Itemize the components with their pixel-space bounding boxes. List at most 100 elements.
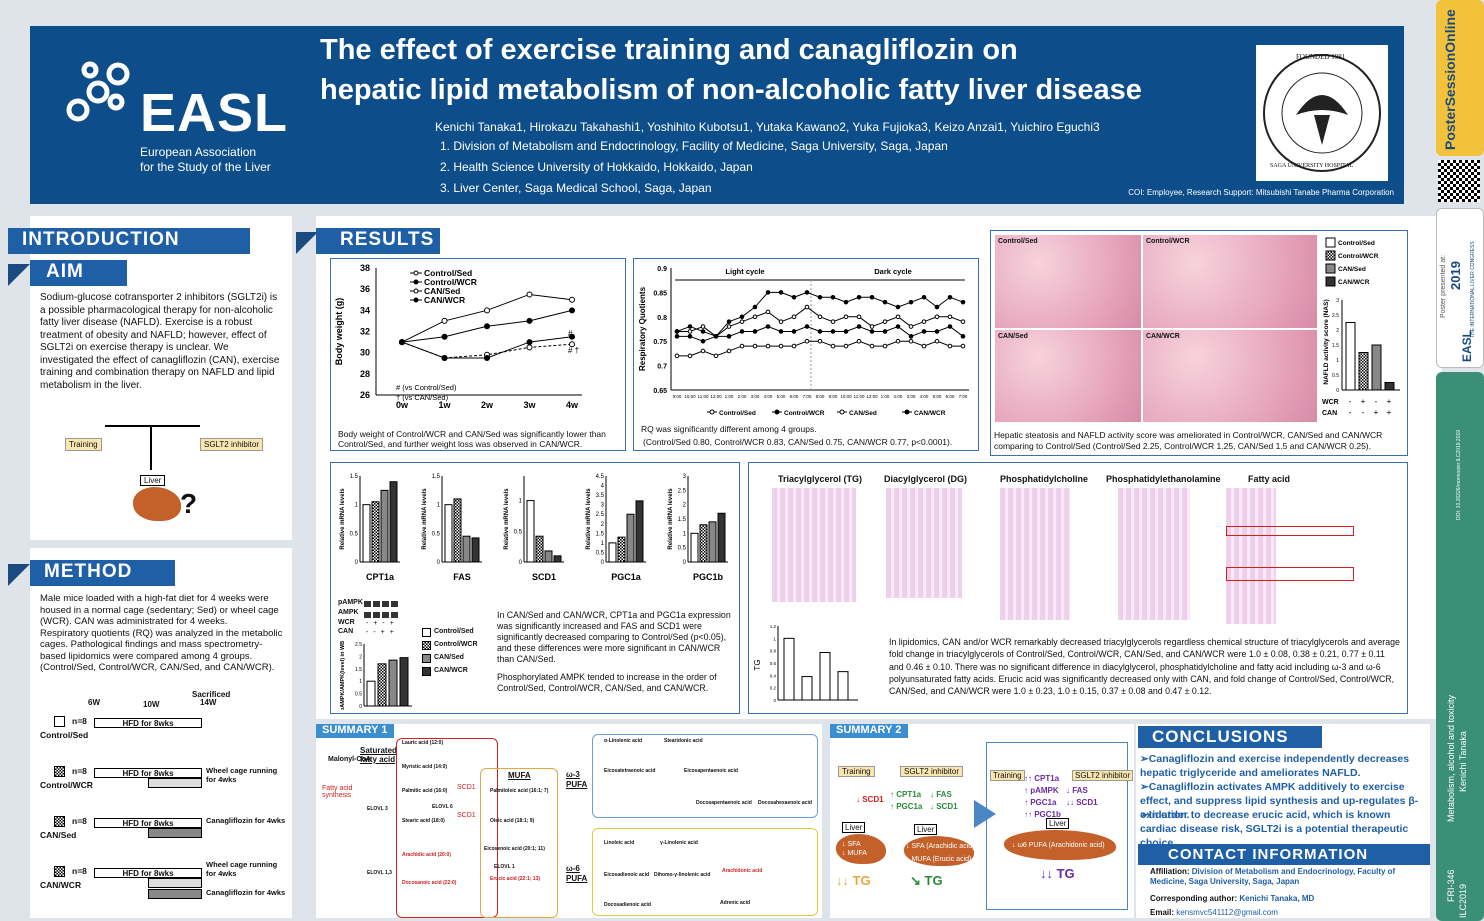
contact-author: Kenichi Tanaka, MD bbox=[1239, 894, 1315, 903]
s2-col3-0: ↑↑ CPT1a bbox=[1024, 774, 1060, 783]
contact-email[interactable]: kensmvc541112@gmail.com bbox=[1176, 908, 1278, 917]
sidebar-conf: ILC2019 bbox=[1458, 883, 1468, 918]
ampk-wcr-signs: -+-+ bbox=[366, 620, 399, 627]
mrna-bar bbox=[471, 537, 480, 563]
bw-legend-marker bbox=[413, 288, 419, 294]
ampk-legend-swatch bbox=[422, 641, 431, 650]
rq-xtick: 12:00 bbox=[710, 394, 722, 399]
conclusions-heading: CONCLUSIONS bbox=[1138, 726, 1322, 748]
mrna-ytick: 0.5 bbox=[350, 531, 359, 537]
group-swatch bbox=[54, 716, 65, 727]
rq-point bbox=[700, 324, 706, 329]
rq-chart: 0.650.70.750.80.850.99:00 10:00 11:00 12:00… bbox=[638, 266, 969, 417]
rq-point bbox=[765, 324, 771, 329]
easl-logo-icon bbox=[60, 52, 140, 132]
rq-xtick: 5:00 bbox=[933, 394, 942, 399]
bw-xtick: 0w bbox=[396, 400, 409, 410]
rq-xtick: 7:00 bbox=[959, 394, 968, 399]
rq-xtick: 8:00 bbox=[816, 394, 825, 399]
lipid-caption: In lipidomics, CAN and/or WCR remarkably… bbox=[889, 637, 1400, 697]
mrna-bar bbox=[626, 513, 635, 563]
sidebar-code: FRI-346 bbox=[1446, 869, 1456, 902]
rq-point bbox=[765, 343, 771, 349]
ampk-bar bbox=[388, 659, 398, 707]
affiliation-3: 3. Liver Center, Saga Medical School, Sa… bbox=[440, 181, 712, 195]
rq-point bbox=[804, 290, 810, 295]
mrna-ytick: 3 bbox=[601, 503, 605, 509]
bw-ytick: 34 bbox=[360, 305, 370, 315]
rq-point bbox=[739, 343, 745, 349]
mrna-ytick: 2.5 bbox=[596, 512, 605, 518]
mrna-ytick: 0 bbox=[437, 560, 441, 566]
brand-tab[interactable] bbox=[1436, 0, 1484, 156]
rq-point bbox=[895, 314, 901, 320]
rq-xtick: 3:00 bbox=[751, 394, 760, 399]
author-list: Kenichi Tanaka1, Hirokazu Takahashi1, Yo… bbox=[435, 120, 1100, 134]
mrna-bar bbox=[371, 501, 380, 563]
group-hfd: HFD for 8wks bbox=[94, 718, 202, 728]
training-tag: Training bbox=[65, 438, 102, 451]
nas-wcr-sign: - bbox=[1349, 397, 1352, 406]
rq-caption-1: RQ was significantly different among 4 g… bbox=[641, 424, 817, 434]
pathway-node: Stearic acid (18:0) bbox=[402, 818, 445, 824]
rq-point bbox=[869, 329, 875, 334]
rq-xtick: 11:00 bbox=[698, 394, 709, 399]
mrna-gene-label: SCD1 bbox=[532, 572, 556, 582]
mrna-ytick: 1 bbox=[355, 503, 359, 509]
s2-col3-2: ↑ PGC1a bbox=[1024, 798, 1057, 807]
lipidomics-box bbox=[748, 462, 1408, 714]
mrna-caption: In CAN/Sed and CAN/WCR, CPT1a and PGC1a … bbox=[497, 610, 731, 664]
conclusion-2: ➢Canagliflozin activates AMPK additively… bbox=[1140, 781, 1419, 821]
group-name: Control/WCR bbox=[40, 780, 93, 790]
ampk-legend-swatch bbox=[422, 628, 431, 637]
rq-legend-label: CAN/WCR bbox=[914, 410, 946, 417]
rq-point bbox=[713, 353, 719, 359]
lipid-title: Diacylglycerol (DG) bbox=[884, 474, 968, 484]
ampk-legend-label: CAN/Sed bbox=[434, 654, 464, 661]
blot-band-1 bbox=[364, 601, 400, 607]
s2-col2-0: ↑ CPT1a bbox=[890, 790, 922, 799]
s2-col2b-0: ↓ FAS bbox=[930, 790, 952, 799]
tg-ytick: 1 bbox=[773, 636, 776, 641]
bw-point bbox=[484, 354, 490, 361]
pathway-node: Stearidonic acid bbox=[664, 738, 703, 744]
rq-ylabel: Respiratory Quotients bbox=[638, 286, 647, 371]
bw-ytick: 36 bbox=[360, 284, 370, 294]
liver-tag: Liver bbox=[140, 475, 166, 486]
rq-point bbox=[882, 329, 888, 334]
method-text-1: Male mice loaded with a high-fat diet fo… bbox=[40, 593, 279, 627]
contact-author-label: Corresponding author: bbox=[1150, 894, 1238, 903]
rq-point bbox=[908, 299, 914, 305]
qr-code-icon[interactable] bbox=[1438, 160, 1480, 202]
rq-point bbox=[674, 334, 680, 339]
rq-xtick: 1:00 bbox=[725, 394, 734, 399]
bw-annot-1: # (vs Control/Sed) bbox=[396, 383, 457, 392]
method-heading: METHOD bbox=[30, 560, 175, 586]
omega3-label: ω-3 PUFA bbox=[566, 770, 588, 789]
mrna-bar bbox=[389, 481, 398, 563]
rq-point bbox=[830, 294, 836, 300]
contact-aff-label: Affiliation: bbox=[1150, 867, 1190, 876]
histology-can-wcr bbox=[1143, 330, 1317, 422]
mrna-ytick: 0.5 bbox=[596, 550, 605, 556]
mrna-ylabel: Relative mRNA levels bbox=[422, 488, 428, 550]
sidebar-name: Kenichi Tanaka bbox=[1458, 731, 1468, 792]
intro-text: Sodium-glucose cotransporter 2 inhibitor… bbox=[40, 292, 280, 391]
rq-point bbox=[960, 299, 966, 305]
rq-xtick: 3:00 bbox=[907, 394, 916, 399]
tg-ytick: 0.6 bbox=[770, 661, 777, 666]
tg-ytick: 0.2 bbox=[770, 686, 777, 691]
tg-bar bbox=[783, 637, 795, 701]
histo-label-2: Control/WCR bbox=[1146, 238, 1190, 245]
rq-point bbox=[921, 319, 927, 324]
group-swatch bbox=[54, 866, 65, 877]
mrna-ytick: 2 bbox=[683, 503, 687, 509]
mrna-bar bbox=[690, 532, 699, 563]
bw-xtick: 2w bbox=[481, 400, 494, 410]
rq-xtick: 2:00 bbox=[894, 394, 903, 399]
bw-ytick: 38 bbox=[360, 263, 370, 273]
week14-label: 14W bbox=[200, 698, 217, 707]
conclusions-panel bbox=[1136, 724, 1430, 918]
group-extra2: Canagliflozin for 4wks bbox=[206, 888, 286, 897]
tg-ytick: 0 bbox=[773, 698, 776, 703]
